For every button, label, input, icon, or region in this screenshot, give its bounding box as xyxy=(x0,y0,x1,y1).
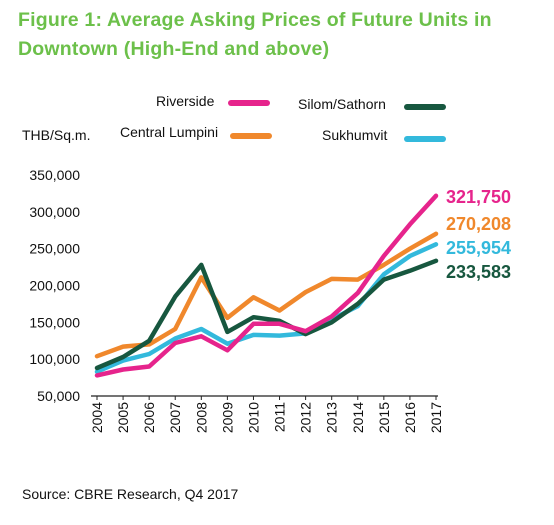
end-value-label: 270,208 xyxy=(446,214,511,234)
y-tick-label: 350,000 xyxy=(29,167,80,183)
legend-swatch-riverside xyxy=(228,100,270,106)
x-tick-label: 2008 xyxy=(193,402,209,433)
chart-axes: 50,000 100,000 150,000 200,000 250,000 300,00… xyxy=(29,167,444,433)
y-tick-label: 300,000 xyxy=(29,204,80,220)
x-tick-label: 2004 xyxy=(89,402,105,433)
legend-label-silom-sathorn: Silom/Sathorn xyxy=(298,96,386,112)
legend-swatch-central-lumpini xyxy=(230,133,272,139)
y-tick-label: 250,000 xyxy=(29,241,80,257)
y-tick-label: 200,000 xyxy=(29,278,80,294)
x-tick-label: 2013 xyxy=(324,402,340,433)
x-tick-label: 2009 xyxy=(219,402,235,433)
x-tick-label: 2010 xyxy=(245,402,261,433)
y-tick-label: 150,000 xyxy=(29,314,80,330)
series-line-sukhumvit xyxy=(94,242,439,374)
y-axis-label: THB/Sq.m. xyxy=(22,127,91,143)
end-value-label: 255,954 xyxy=(446,238,511,258)
y-tick-label: 100,000 xyxy=(29,351,80,367)
series-line-silom-sathorn xyxy=(94,258,439,371)
x-tick-label: 2011 xyxy=(272,402,288,432)
x-tick-label: 2007 xyxy=(167,402,183,433)
x-tick-label: 2017 xyxy=(428,402,444,433)
series-line-central-lumpini xyxy=(94,231,439,359)
legend-label-central-lumpini: Central Lumpini xyxy=(120,124,219,140)
legend-swatch-silom-sathorn xyxy=(404,104,446,110)
source-note: Source: CBRE Research, Q4 2017 xyxy=(22,486,239,502)
x-tick-label: 2006 xyxy=(141,402,157,433)
x-tick-label: 2014 xyxy=(350,402,366,433)
chart-title-line-2: Downtown (High-End and above) xyxy=(18,38,330,60)
chart-series xyxy=(94,193,439,378)
chart-title: Figure 1: Average Asking Prices of Futur… xyxy=(18,6,538,64)
series-line-riverside xyxy=(94,193,439,378)
x-tick-label: 2016 xyxy=(402,402,418,433)
end-value-label: 233,583 xyxy=(446,262,511,282)
legend-label-sukhumvit: Sukhumvit xyxy=(322,127,388,143)
chart-end-labels: 321,750 233,583 270,208 255,954 xyxy=(446,187,511,282)
end-value-label: 321,750 xyxy=(446,187,511,207)
x-tick-label: 2005 xyxy=(115,402,131,433)
x-tick-label: 2012 xyxy=(298,402,314,433)
legend-swatch-sukhumvit xyxy=(404,136,446,142)
y-tick-label: 50,000 xyxy=(37,388,80,404)
legend-label-riverside: Riverside xyxy=(156,93,215,109)
x-tick-label: 2015 xyxy=(376,402,392,433)
chart-title-line-1: Figure 1: Average Asking Prices of Futur… xyxy=(18,9,492,31)
